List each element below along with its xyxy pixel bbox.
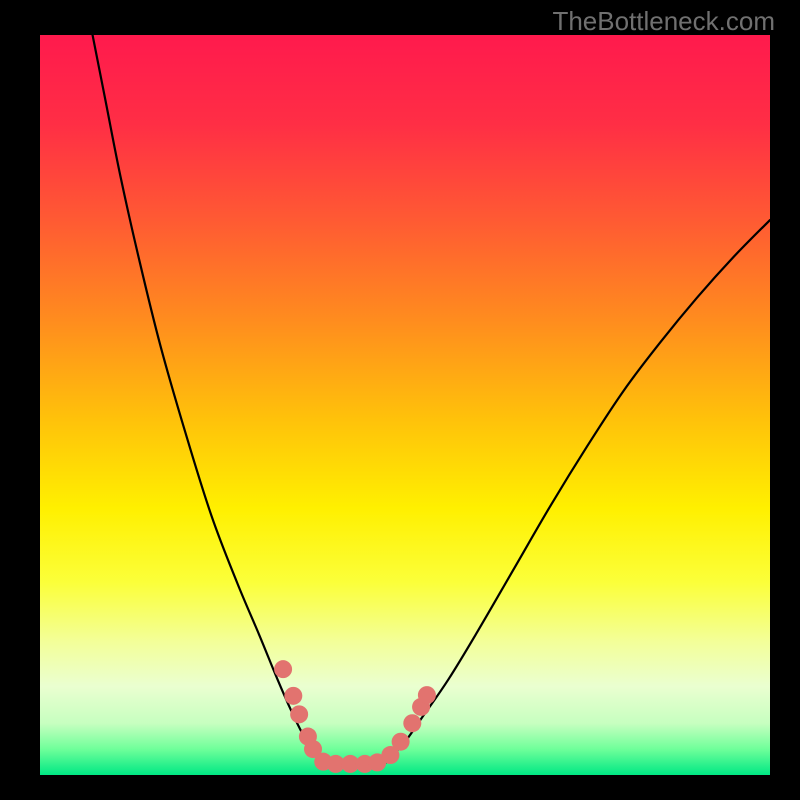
marker-point bbox=[392, 733, 410, 751]
marker-point bbox=[274, 660, 292, 678]
plot-area bbox=[40, 35, 770, 775]
curve-layer bbox=[40, 35, 770, 775]
chart-stage: TheBottleneck.com bbox=[0, 0, 800, 800]
bottleneck-curve bbox=[93, 35, 770, 765]
marker-point bbox=[290, 705, 308, 723]
watermark-text: TheBottleneck.com bbox=[552, 6, 775, 37]
marker-point bbox=[403, 714, 421, 732]
marker-point bbox=[418, 686, 436, 704]
marker-point bbox=[284, 687, 302, 705]
